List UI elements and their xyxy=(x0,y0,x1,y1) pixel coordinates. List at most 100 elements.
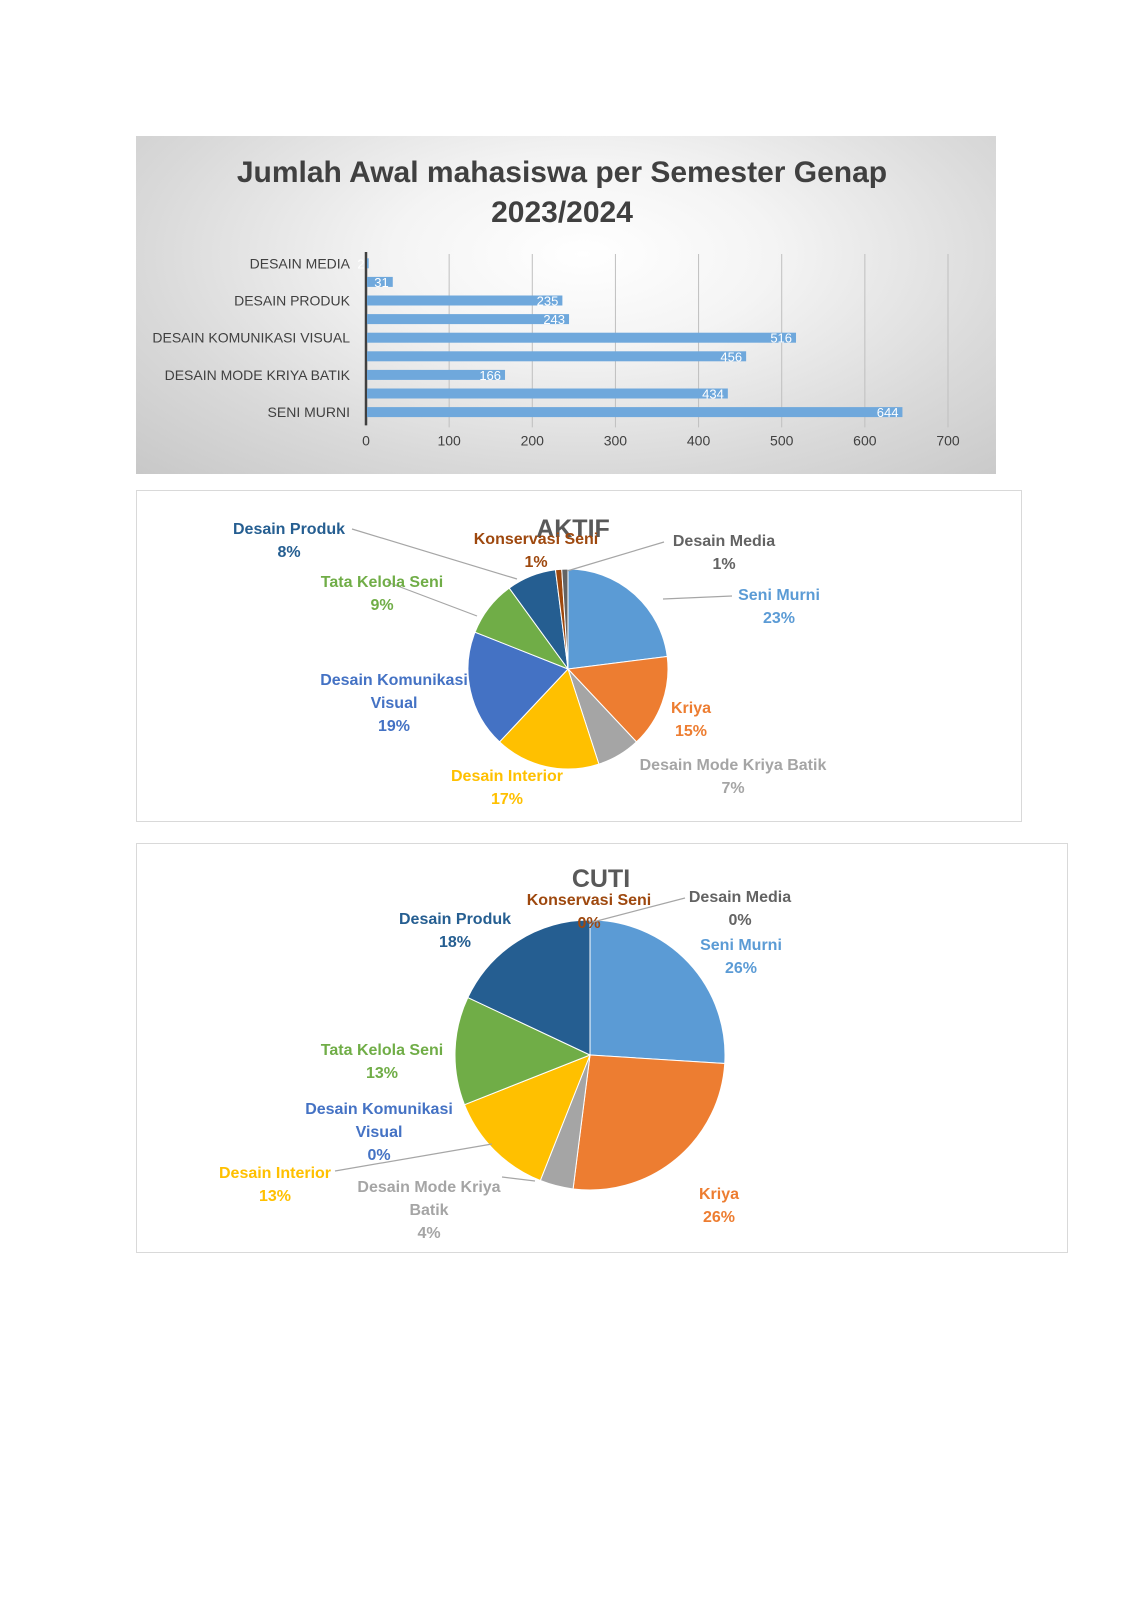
bar xyxy=(367,295,563,306)
undefined-pie-slice xyxy=(566,655,669,743)
undefined-leader-line xyxy=(566,541,665,572)
undefined-labels: Seni Murni 23% Kriya 15% Desain Mode Kriya B… xyxy=(233,521,826,808)
undefined-slice-percent: 9% xyxy=(370,597,393,614)
undefined-slice-percent: 23% xyxy=(763,610,795,627)
bar-chart-panel: Jumlah Awal mahasiswa per Semester Genap… xyxy=(136,136,996,474)
undefined-leader-line xyxy=(662,595,733,600)
bar-data-label: 434 xyxy=(702,387,724,402)
undefined-slice-label: Tata Kelola Seni xyxy=(321,1042,443,1059)
undefined-leader-line xyxy=(351,528,518,580)
bar-x-tick-label: 200 xyxy=(521,432,545,448)
bar xyxy=(367,388,728,399)
undefined-slice-label: Desain Media xyxy=(689,889,791,906)
bar-category-label: SENI MURNI xyxy=(268,404,350,420)
bar-chart: Jumlah Awal mahasiswa per Semester Genap… xyxy=(152,156,960,448)
undefined-slices xyxy=(467,568,669,770)
undefined-slice-percent: 0% xyxy=(367,1147,390,1164)
undefined-slice-percent: 0% xyxy=(728,912,751,929)
bar-x-tick-label: 100 xyxy=(437,432,461,448)
undefined-slice-percent: 13% xyxy=(259,1188,291,1205)
undefined-pie-slice xyxy=(589,919,726,1065)
bar-x-tick-label: 700 xyxy=(936,432,960,448)
undefined-slice-label: Desain Komunikasi xyxy=(305,1101,453,1118)
bar xyxy=(367,407,903,418)
undefined-slice-percent: 0% xyxy=(577,915,600,932)
undefined-leader-line xyxy=(501,1176,536,1182)
undefined-slice-label: Desain Produk xyxy=(399,911,511,928)
undefined-slice-label: Seni Murni xyxy=(738,587,820,604)
bar-chart-title-line-2: 2023/2024 xyxy=(491,196,633,229)
bar-category-label: DESAIN KOMUNIKASI VISUAL xyxy=(152,330,350,346)
bar xyxy=(367,258,369,269)
aktif-pie-panel: AKTIF Seni Murni 23% Kriya 15% Desain Mode K… xyxy=(136,490,1022,822)
undefined-slice-percent: 18% xyxy=(439,934,471,951)
undefined-slice-percent: 4% xyxy=(417,1225,440,1242)
undefined-slice-percent: 8% xyxy=(277,544,300,561)
undefined-slice-label: Visual xyxy=(371,695,418,712)
bar-data-label: 456 xyxy=(720,349,742,364)
undefined-pie-slice xyxy=(454,996,592,1106)
bar-data-label: 235 xyxy=(537,294,559,309)
undefined-pie-slice xyxy=(561,568,569,670)
undefined-slice-label: Desain Media xyxy=(673,533,775,550)
undefined-slice-percent: 15% xyxy=(675,723,707,740)
bar xyxy=(367,276,393,287)
undefined-slice-label: Desain Mode Kriya Batik xyxy=(640,757,827,774)
bar-data-label: 166 xyxy=(479,368,501,383)
bar xyxy=(367,332,797,343)
aktif-pie-chart: AKTIF Seni Murni 23% Kriya 15% Desain Mode K… xyxy=(233,515,826,808)
bar-data-label: 243 xyxy=(543,312,565,327)
undefined-slice-label: Desain Interior xyxy=(219,1165,331,1182)
bar-category-label: DESAIN MEDIA xyxy=(250,255,351,271)
undefined-slice-percent: 13% xyxy=(366,1065,398,1082)
cuti-pie-title: CUTI xyxy=(572,865,630,893)
undefined-slice-label: Visual xyxy=(356,1124,403,1141)
undefined-slice-label: Desain Mode Kriya xyxy=(357,1179,500,1196)
undefined-slice-percent: 1% xyxy=(524,554,547,571)
undefined-slice-label: Desain Komunikasi xyxy=(320,672,468,689)
undefined-pie-slice xyxy=(572,1054,726,1191)
undefined-slice-label: Desain Interior xyxy=(451,768,563,785)
bar-x-tick-label: 400 xyxy=(687,432,711,448)
cuti-pie-panel: CUTI Seni Murni 26% Kriya 26% Desain Mode Kr… xyxy=(136,843,1068,1253)
undefined-slice-percent: 17% xyxy=(491,791,523,808)
undefined-slice-percent: 26% xyxy=(725,960,757,977)
aktif-pie-title: AKTIF xyxy=(536,515,610,543)
undefined-slice-label: Konservasi Seni xyxy=(527,892,652,909)
undefined-slice-percent: 26% xyxy=(703,1209,735,1226)
bar-data-label: 516 xyxy=(770,331,792,346)
undefined-leader-line xyxy=(334,1143,493,1172)
undefined-slice-label: Kriya xyxy=(671,700,711,717)
bar-data-label: 644 xyxy=(877,405,899,420)
undefined-pie-slice xyxy=(467,919,591,1056)
bar-category-label: DESAIN MODE KRIYA BATIK xyxy=(165,367,351,383)
undefined-slices xyxy=(454,919,726,1191)
undefined-pie-slice xyxy=(463,1054,591,1182)
bar-x-tick-label: 300 xyxy=(604,432,628,448)
undefined-pie-slice xyxy=(567,568,668,670)
bar-x-tick-label: 600 xyxy=(853,432,877,448)
undefined-leader-line xyxy=(592,897,686,923)
bar xyxy=(367,369,506,380)
bar xyxy=(367,351,747,362)
undefined-pie-slice xyxy=(498,668,600,770)
bar-category-label: DESAIN PRODUK xyxy=(234,293,351,309)
undefined-slice-label: Seni Murni xyxy=(700,937,782,954)
undefined-slice-percent: 19% xyxy=(378,718,410,735)
undefined-slice-label: Tata Kelola Seni xyxy=(321,574,443,591)
cuti-pie-chart: CUTI Seni Murni 26% Kriya 26% Desain Mode Kr… xyxy=(219,865,791,1242)
bar xyxy=(367,314,570,325)
bar-x-tick-label: 500 xyxy=(770,432,794,448)
bar-data-label: 2 xyxy=(357,256,364,271)
undefined-slice-label: Kriya xyxy=(699,1186,739,1203)
undefined-slice-percent: 7% xyxy=(721,780,744,797)
undefined-slice-label: Batik xyxy=(409,1202,448,1219)
undefined-labels: Seni Murni 26% Kriya 26% Desain Mode Kriya Ba… xyxy=(219,889,791,1242)
bar-x-tick-label: 0 xyxy=(362,432,370,448)
bar-data-label: 31 xyxy=(374,275,388,290)
undefined-slice-label: Konservasi Seni xyxy=(474,531,599,548)
bar-chart-title-line-1: Jumlah Awal mahasiswa per Semester Genap xyxy=(237,156,887,189)
undefined-slice-label: Desain Produk xyxy=(233,521,345,538)
undefined-slice-percent: 1% xyxy=(712,556,735,573)
undefined-leader-line xyxy=(386,581,478,617)
